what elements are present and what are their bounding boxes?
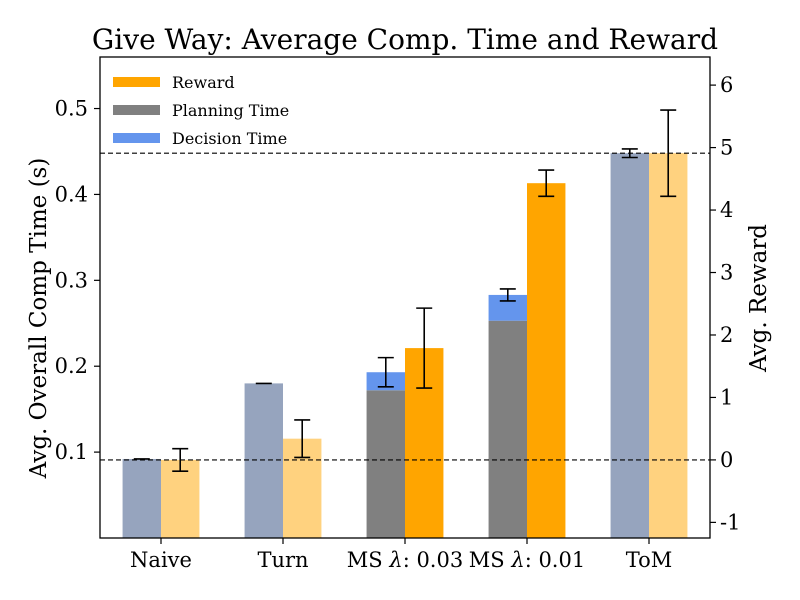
reward-bar bbox=[161, 459, 200, 538]
y-left-tick-label: 0.1 bbox=[55, 440, 88, 464]
legend-label: Planning Time bbox=[172, 101, 289, 120]
reward-bar bbox=[649, 153, 688, 538]
reward-error-bar bbox=[416, 307, 433, 389]
y-right-tick-label: 4 bbox=[720, 198, 733, 222]
comp-time-error-bar bbox=[499, 288, 516, 302]
legend-swatch bbox=[113, 77, 160, 87]
comp-time-bar bbox=[244, 383, 283, 538]
x-tick-label: ToM bbox=[626, 548, 673, 572]
reward-error-bar bbox=[538, 169, 555, 198]
x-tick-label: Turn bbox=[257, 548, 308, 572]
chart-title: Give Way: Average Comp. Time and Reward bbox=[92, 23, 718, 56]
x-tick-label: Naive bbox=[130, 548, 192, 572]
comp-time-error-bar bbox=[377, 356, 394, 388]
y-right-tick-label: 5 bbox=[720, 136, 733, 160]
reward-bar bbox=[527, 183, 566, 538]
legend-swatch bbox=[113, 105, 160, 115]
x-tick-label: MS λ: 0.03 bbox=[347, 548, 463, 572]
comp-time-bar bbox=[610, 153, 649, 538]
legend-label: Reward bbox=[172, 73, 235, 92]
reward-error-bar bbox=[294, 419, 311, 459]
y-right-tick-label: 3 bbox=[720, 261, 733, 285]
y-axis-right-label: Avg. Reward bbox=[746, 224, 772, 373]
planning-time-bar bbox=[366, 390, 405, 538]
planning-time-bar bbox=[488, 320, 527, 538]
y-axis-left-label: Avg. Overall Comp Time (s) bbox=[26, 158, 52, 480]
plot-area: 0.1 0.2 0.3 0.4 0.5 -1 0 1 2 3 4 5 6 Naive Turn MS λ: 0… bbox=[55, 56, 740, 572]
y-right-tick-label: 0 bbox=[720, 448, 733, 472]
y-right-tick-label: 6 bbox=[720, 73, 733, 97]
legend-label: Decision Time bbox=[172, 129, 287, 148]
comp-time-bar bbox=[122, 458, 161, 538]
y-right-tick-label: 2 bbox=[720, 323, 733, 347]
y-right-tick-label: 1 bbox=[720, 385, 733, 409]
y-left-tick-label: 0.2 bbox=[55, 354, 88, 378]
y-left-tick-label: 0.5 bbox=[55, 97, 88, 121]
legend-swatch bbox=[113, 133, 160, 143]
y-right-tick-label: -1 bbox=[720, 510, 740, 534]
y-left-tick-label: 0.4 bbox=[55, 182, 88, 206]
y-left-tick-label: 0.3 bbox=[55, 268, 88, 292]
x-tick-label: MS λ: 0.01 bbox=[469, 548, 585, 572]
